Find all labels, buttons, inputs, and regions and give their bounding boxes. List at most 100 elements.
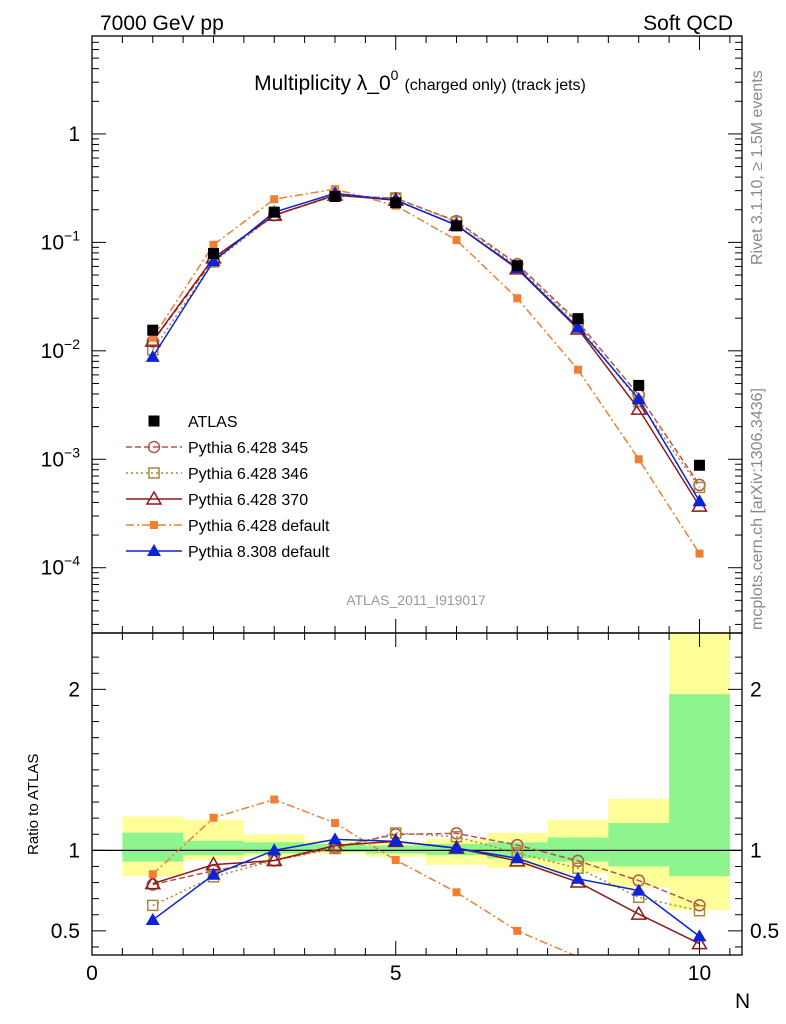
series-5-ratio-point-9 xyxy=(631,883,646,896)
x-tick-label-1: 0 xyxy=(86,962,98,985)
series-4-ratio-point-3 xyxy=(270,795,279,804)
series-5-point-10 xyxy=(692,494,707,507)
series-3-ratio-point-4 xyxy=(326,837,344,852)
series-5-point-8 xyxy=(570,320,585,333)
series-4-point-1 xyxy=(148,333,157,342)
series-5-point-2 xyxy=(206,254,221,267)
main-y-tick-exp-4: −1 xyxy=(64,227,80,243)
legend-marker-3 xyxy=(145,490,163,505)
legend-marker-5 xyxy=(147,544,161,556)
legend: ATLAS Pythia 6.428 345 Pythia 6.428 346 Pyt… xyxy=(126,414,330,561)
ratio-band-inner-10 xyxy=(669,694,730,877)
data-point-7 xyxy=(511,260,523,272)
ratio-y-tick-label-right-1: 0.5 xyxy=(750,920,779,943)
series-5-ratio-point-6 xyxy=(449,841,464,854)
series-4-point-10 xyxy=(695,549,704,558)
series-4-ratio-point-5 xyxy=(391,856,400,865)
series-4-point-2 xyxy=(209,240,218,249)
data-point-8 xyxy=(572,313,584,325)
ratio-plot xyxy=(92,795,742,955)
data-point-1 xyxy=(147,324,159,336)
series-2-point-10 xyxy=(693,481,706,494)
x-tick-label-3: 10 xyxy=(688,962,711,985)
main-y-tick-label-5: 1 xyxy=(68,123,80,146)
data-point-10 xyxy=(693,459,705,471)
series-2-ratio-line xyxy=(152,832,700,912)
ratio-y-tick-label-right-2: 1 xyxy=(750,839,762,862)
series-2-ratio-point-10 xyxy=(693,904,706,917)
legend-label-2: Pythia 6.428 346 xyxy=(188,466,308,483)
header-right: Soft QCD xyxy=(643,12,733,35)
data-point-9 xyxy=(633,379,645,391)
legend-label-data: ATLAS xyxy=(188,414,238,431)
ratio-band-inner-8 xyxy=(547,837,609,862)
series-4-point-9 xyxy=(634,455,643,464)
series-5-ratio-point-3 xyxy=(267,843,282,856)
data-point-5 xyxy=(390,197,402,209)
series-5-ratio-point-5 xyxy=(388,834,403,847)
series-3-ratio-point-9 xyxy=(630,905,648,920)
series-3-point-9 xyxy=(630,400,648,415)
main-plot xyxy=(144,185,708,558)
ratio-y-axis-label: Ratio to ATLAS xyxy=(25,754,42,855)
series-4-ratio-point-2 xyxy=(209,813,218,822)
mcplots-label: mcplots.cern.ch [arXiv:1306.3436] xyxy=(749,388,766,630)
series-3-ratio-point-3 xyxy=(265,852,283,867)
title-sub: (charged only) (track jets) xyxy=(404,77,585,94)
series-1-ratio-point-7 xyxy=(510,838,524,852)
legend-marker-data xyxy=(148,415,160,427)
main-y-tick-label-4: 10−1 xyxy=(41,227,81,254)
ratio-y-tick-label-left-3: 2 xyxy=(68,678,80,701)
main-y-tick-label-3: 10−2 xyxy=(41,336,81,363)
series-4-point-8 xyxy=(573,365,582,374)
data-point-2 xyxy=(207,247,219,259)
series-1-ratio-point-8 xyxy=(571,854,585,868)
series-4-point-7 xyxy=(513,294,522,303)
ratio-band-inner-5 xyxy=(365,845,427,854)
ratio-y-tick-label-right-3: 2 xyxy=(750,678,762,701)
series-4-ratio-point-4 xyxy=(330,819,339,828)
legend-marker-1 xyxy=(147,440,161,454)
ratio-frame xyxy=(91,632,743,956)
data-point-4 xyxy=(329,190,341,202)
series-5-ratio-point-4 xyxy=(327,832,342,845)
ratio-y-tick-label-left-1: 0.5 xyxy=(51,920,80,943)
chart-title: Multiplicity λ_00 (charged only) (track j… xyxy=(254,67,586,95)
series-5-ratio-point-10 xyxy=(692,929,707,942)
header-left: 7000 GeV pp xyxy=(100,12,224,35)
legend-marker-2 xyxy=(148,467,160,479)
legend-label-3: Pythia 6.428 370 xyxy=(188,492,308,509)
series-5-ratio-point-7 xyxy=(510,851,525,864)
series-4-ratio-point-7 xyxy=(513,926,522,935)
title-main: Multiplicity λ_0 xyxy=(254,72,391,95)
series-5-point-1 xyxy=(145,349,160,362)
legend-label-5: Pythia 8.308 default xyxy=(188,544,330,561)
ratio-band-inner-1 xyxy=(122,832,184,862)
series-3-ratio-point-1 xyxy=(144,875,162,890)
series-5-point-9 xyxy=(631,391,646,404)
x-axis-label: N xyxy=(735,990,750,1013)
main-y-tick-exp-2: −3 xyxy=(64,444,80,460)
x-tick-label-2: 5 xyxy=(390,962,402,985)
series-4-line xyxy=(152,188,701,554)
series-4-ratio-line xyxy=(152,798,576,955)
series-1-ratio-line xyxy=(152,832,700,906)
ratio-y-tick-label-left-2: 1 xyxy=(68,839,80,862)
series-4-point-6 xyxy=(452,236,461,245)
series-5-ratio-line xyxy=(152,838,700,937)
series-4-point-3 xyxy=(270,195,279,204)
legend-label-1: Pythia 6.428 345 xyxy=(188,440,308,457)
title-sup: 0 xyxy=(391,67,399,83)
data-point-6 xyxy=(450,220,462,232)
series-5-ratio-point-8 xyxy=(570,871,585,884)
legend-label-4: Pythia 6.428 default xyxy=(188,518,330,535)
main-y-tick-exp-3: −2 xyxy=(64,336,80,352)
series-5-ratio-point-1 xyxy=(145,912,160,925)
legend-marker-4 xyxy=(150,521,158,529)
ratio-band-inner-2 xyxy=(183,840,244,856)
series-4-ratio-point-6 xyxy=(452,888,461,897)
series-5-line xyxy=(152,192,701,502)
analysis-id: ATLAS_2011_I919017 xyxy=(346,592,486,608)
